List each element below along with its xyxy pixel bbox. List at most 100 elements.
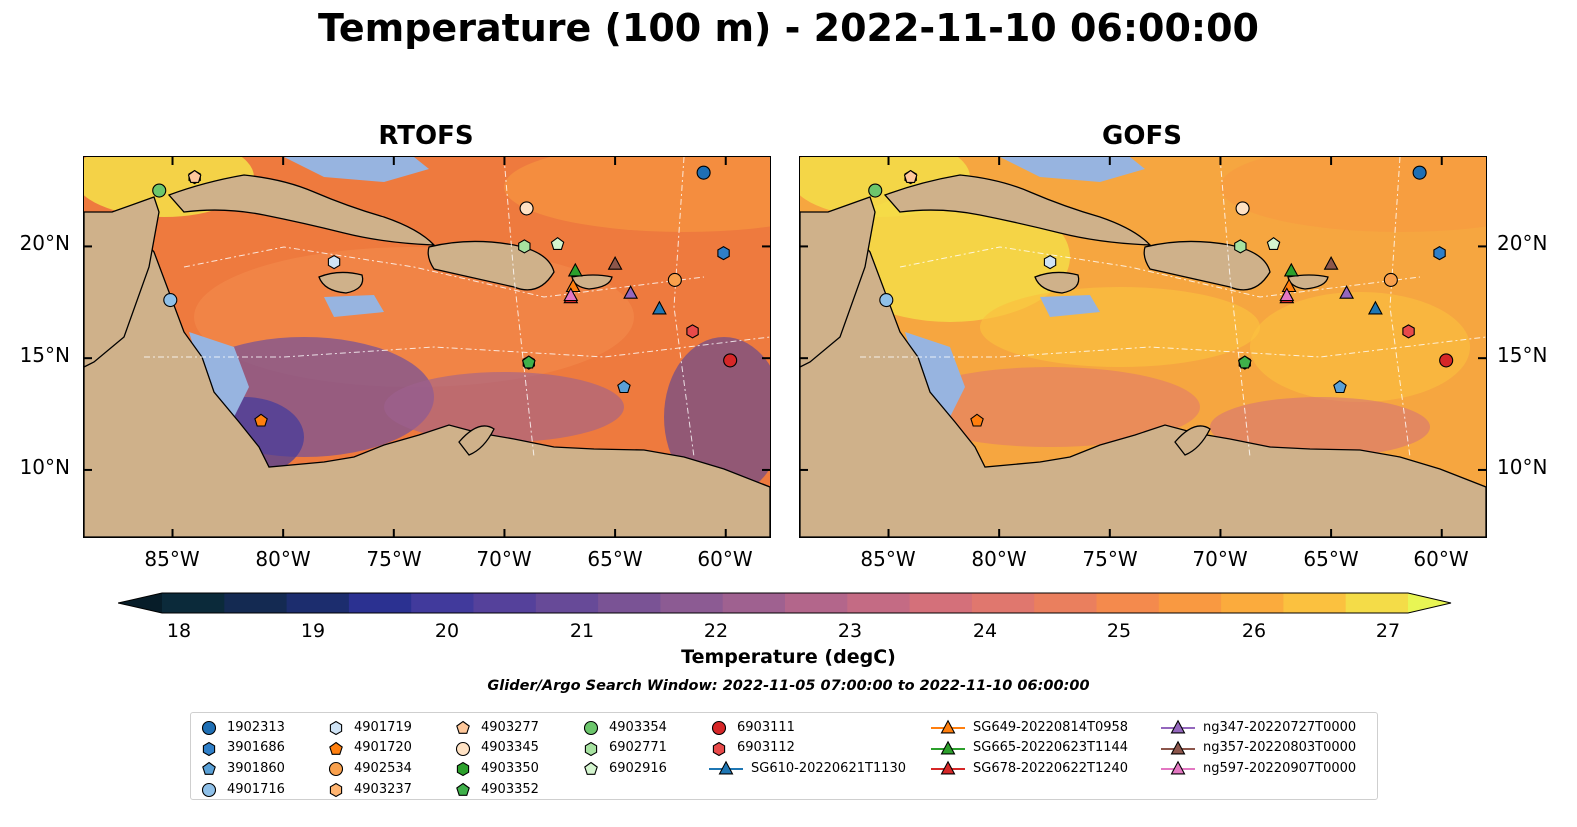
legend-entry: 4903345 xyxy=(453,738,539,759)
lon-tick-label: 85°W xyxy=(144,547,200,571)
colorbar-segment xyxy=(286,593,350,613)
colorbar-tick-label: 26 xyxy=(1241,620,1267,642)
platform-marker-SG610-20220621T1130 xyxy=(1367,300,1383,315)
lon-tick-label: 60°W xyxy=(1413,547,1469,571)
eez-boundary xyxy=(503,157,535,458)
legend-label: 4903350 xyxy=(481,760,539,776)
eez-boundary xyxy=(1219,157,1251,458)
colorbar-segment xyxy=(224,593,288,613)
legend-entry: 6903112 xyxy=(709,738,906,759)
platform-marker-4901719 xyxy=(1043,254,1057,270)
platform-marker-4903277 xyxy=(903,169,918,183)
platform-marker-4903352 xyxy=(521,355,536,369)
platform-marker-3901686 xyxy=(1433,245,1446,261)
platform-marker-SG649-20220814T0958 xyxy=(565,278,581,293)
platform-marker-4901719 xyxy=(327,254,341,270)
platform-marker-4901716 xyxy=(163,293,178,308)
legend-marker xyxy=(940,761,956,775)
colorbar-label: Temperature (degC) xyxy=(681,646,896,668)
platform-marker-SG665-20220623T1144 xyxy=(567,262,583,277)
cool-water-patch xyxy=(384,372,624,442)
colorbar-segment xyxy=(1158,593,1222,613)
lat-tick-label-left: 15°N xyxy=(19,343,70,367)
lon-tick-label: 65°W xyxy=(587,547,643,571)
legend-label: 6903112 xyxy=(737,740,795,756)
platform-marker-6902916 xyxy=(550,237,565,250)
platform-marker-SG665-20220623T1144 xyxy=(1283,262,1299,277)
venezuela-peninsula xyxy=(1174,425,1211,456)
legend-marker xyxy=(456,762,470,777)
colorbar-segment xyxy=(1034,593,1097,613)
legend-entry: 3901860 xyxy=(199,758,285,779)
legend-label: 4901720 xyxy=(354,740,412,756)
platform-marker-1902313 xyxy=(696,165,711,180)
legend-label: 4902534 xyxy=(354,760,412,776)
legend-column: 4903354 6902771 6902916 xyxy=(581,717,667,779)
legend-entry: 4901719 xyxy=(326,717,412,738)
colorbar-tick-label: 25 xyxy=(1106,620,1132,642)
cool-water-patch xyxy=(1210,397,1430,457)
platform-marker-4903345 xyxy=(519,201,534,216)
platform-marker-6903112 xyxy=(686,324,699,339)
colorbar-segment xyxy=(785,593,848,613)
legend-entry: SG665-20220623T1144 xyxy=(931,738,1128,759)
legend-label: 4903277 xyxy=(481,719,539,735)
legend-marker xyxy=(201,721,217,736)
legend-label: 3901686 xyxy=(227,740,285,756)
triangle-marker-icon xyxy=(931,719,965,734)
legend-label: 4903352 xyxy=(481,781,539,797)
legend-label: SG678-20220622T1240 xyxy=(973,760,1129,776)
legend-marker xyxy=(202,762,216,776)
map-panel-gofs xyxy=(799,156,1487,538)
legend-column: SG649-20220814T0958 SG665-20220623T1144 SG… xyxy=(931,717,1128,779)
nicaragua-shelf xyxy=(189,332,249,417)
warm-water-patch xyxy=(830,192,1070,322)
hispaniola-island xyxy=(1143,240,1271,291)
puerto-rico-island xyxy=(1287,274,1329,290)
legend-marker xyxy=(940,719,956,734)
legend-entry: SG649-20220814T0958 xyxy=(931,717,1128,738)
legend-marker xyxy=(584,762,598,776)
lon-tick-label: 80°W xyxy=(255,547,311,571)
legend-marker xyxy=(711,721,727,736)
colorbar-segment xyxy=(1221,593,1284,613)
legend-marker xyxy=(455,741,471,756)
colorbar-tick-label: 18 xyxy=(166,620,192,642)
legend-label: SG665-20220623T1144 xyxy=(973,740,1129,756)
legend-entry: 6902916 xyxy=(581,758,667,779)
colorbar-tick-label: 24 xyxy=(972,620,998,642)
legend-marker xyxy=(329,721,343,736)
legend-column: 1902313 3901686 3901860 4901716 xyxy=(199,717,285,799)
nicaragua-shelf xyxy=(905,332,965,417)
circle-marker-icon xyxy=(201,783,217,798)
jamaica-island xyxy=(1034,271,1080,294)
hispaniola-island xyxy=(427,240,555,291)
platform-marker-SG610-20220621T1130 xyxy=(651,300,667,315)
platform-marker-6903111 xyxy=(1439,353,1454,368)
warm-water-patch xyxy=(980,287,1260,367)
legend-entry: 3901686 xyxy=(199,738,285,759)
platform-marker-4903277 xyxy=(187,169,202,183)
hexagon-marker-icon xyxy=(456,762,470,777)
hexagon-marker-icon xyxy=(329,782,343,798)
jamaica-island xyxy=(318,271,364,294)
legend-marker xyxy=(584,741,598,757)
pentagon-marker-icon xyxy=(456,782,470,796)
pedro-bank xyxy=(324,295,384,317)
colorbar-segment xyxy=(162,593,225,613)
legend-label: ng597-20220907T0000 xyxy=(1203,760,1357,776)
eez-boundary xyxy=(144,336,770,358)
lon-tick-label: 70°W xyxy=(476,547,532,571)
platform-marker-ng597-20220907T0000 xyxy=(563,287,579,302)
triangle-marker-icon xyxy=(1161,761,1195,775)
figure-title: Temperature (100 m) - 2022-11-10 06:00:0… xyxy=(317,6,1259,50)
colorbar xyxy=(118,592,1452,614)
legend-label: 6902771 xyxy=(609,740,667,756)
platform-marker-4901720 xyxy=(254,413,268,427)
triangle-marker-icon xyxy=(1161,719,1195,734)
colorbar-segment xyxy=(411,593,474,613)
platform-marker-1902313 xyxy=(1412,165,1427,180)
cool-water-patch xyxy=(900,367,1200,447)
eez-boundary xyxy=(1389,157,1411,458)
eez-boundary xyxy=(183,246,705,298)
